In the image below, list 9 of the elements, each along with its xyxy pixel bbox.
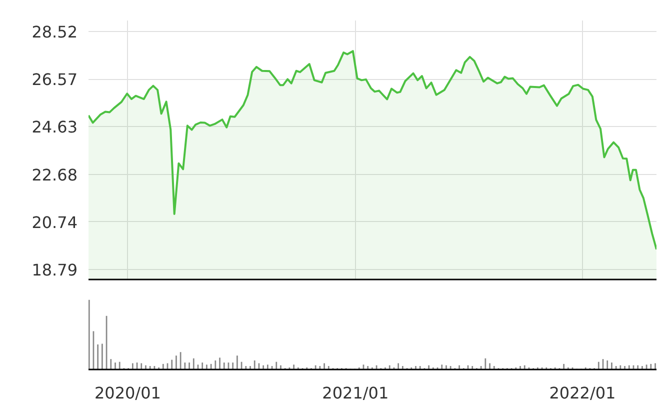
y-tick-label: 18.79 bbox=[32, 260, 78, 280]
x-tick-label: 2022/01 bbox=[549, 384, 616, 402]
x-tick-label: 2021/01 bbox=[322, 384, 389, 402]
y-tick-label: 24.63 bbox=[32, 118, 78, 137]
y-tick-label: 28.52 bbox=[32, 22, 78, 42]
x-tick-label: 2020/01 bbox=[94, 384, 161, 402]
y-tick-label: 26.57 bbox=[32, 70, 78, 90]
y-tick-label: 20.74 bbox=[32, 212, 78, 232]
y-tick-label: 22.68 bbox=[32, 165, 78, 184]
